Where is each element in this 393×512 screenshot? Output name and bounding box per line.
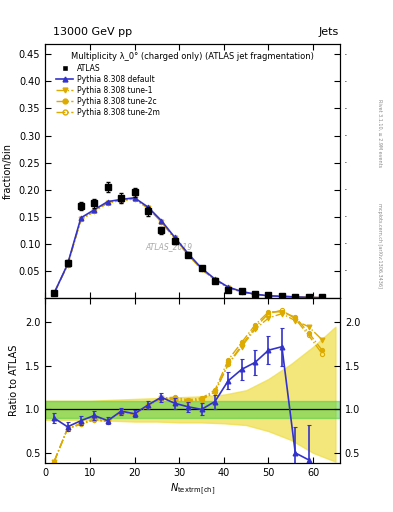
Text: Jets: Jets <box>318 27 339 37</box>
Text: mcplots.cern.ch [arXiv:1306.3436]: mcplots.cern.ch [arXiv:1306.3436] <box>377 203 382 288</box>
Text: 13000 GeV pp: 13000 GeV pp <box>53 27 132 37</box>
Y-axis label: fraction/bin: fraction/bin <box>3 143 13 199</box>
Text: Rivet 3.1.10, ≥ 2.9M events: Rivet 3.1.10, ≥ 2.9M events <box>377 99 382 167</box>
Bar <box>45 401 340 418</box>
X-axis label: $N_\mathregular{textrm[ch]}$: $N_\mathregular{textrm[ch]}$ <box>170 481 215 497</box>
Legend: ATLAS, Pythia 8.308 default, Pythia 8.308 tune-1, Pythia 8.308 tune-2c, Pythia 8: ATLAS, Pythia 8.308 default, Pythia 8.30… <box>53 61 163 120</box>
Y-axis label: Ratio to ATLAS: Ratio to ATLAS <box>9 345 19 416</box>
Text: ATLAS_2019: ATLAS_2019 <box>145 243 193 251</box>
Text: Multiplicity λ_0° (charged only) (ATLAS jet fragmentation): Multiplicity λ_0° (charged only) (ATLAS … <box>71 52 314 61</box>
